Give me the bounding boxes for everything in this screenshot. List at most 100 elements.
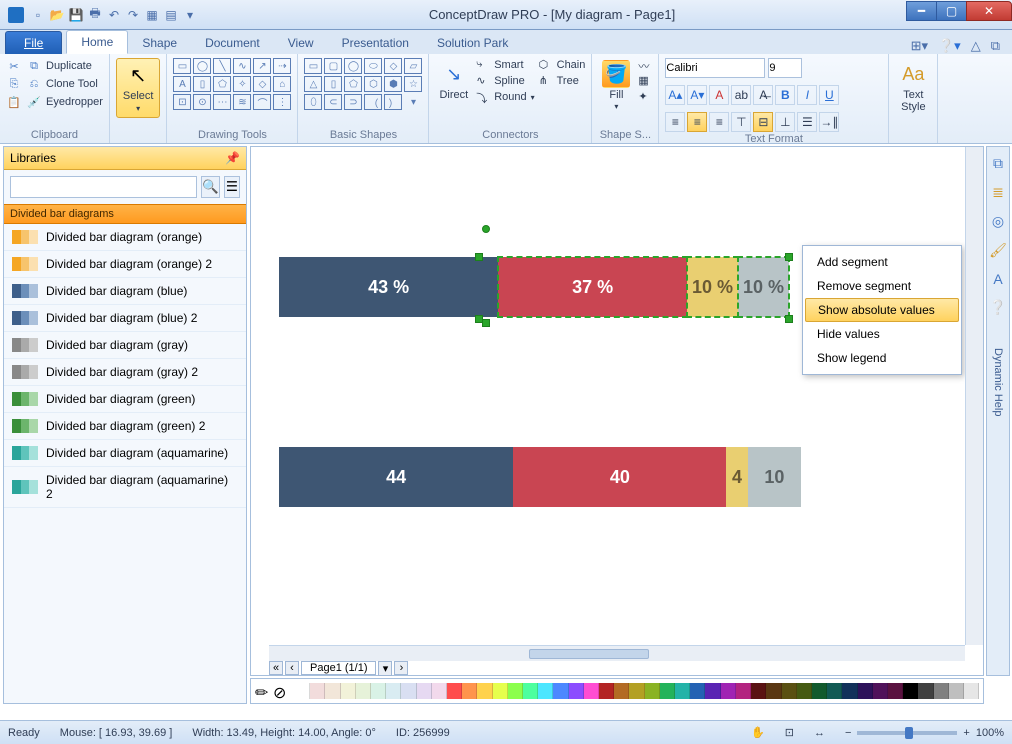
round-connector-button[interactable]: ⤵Round▾ bbox=[476, 90, 534, 104]
library-item[interactable]: Divided bar diagram (green) bbox=[4, 386, 246, 413]
context-menu-item[interactable]: Hide values bbox=[803, 322, 961, 346]
palette-swatch[interactable] bbox=[660, 683, 675, 699]
palette-swatch[interactable] bbox=[508, 683, 523, 699]
line-style-button[interactable]: 〰 bbox=[638, 58, 652, 72]
collapse-ribbon-icon[interactable]: △ bbox=[971, 38, 981, 54]
context-menu-item[interactable]: Show legend bbox=[803, 346, 961, 370]
zoom-in-button[interactable]: + bbox=[963, 727, 969, 739]
qat-save-icon[interactable]: 💾 bbox=[68, 7, 84, 23]
vertical-scrollbar[interactable] bbox=[965, 147, 983, 645]
page-dropdown-button[interactable]: ▾ bbox=[378, 661, 392, 676]
qat-chart-icon[interactable]: ▤ bbox=[163, 7, 179, 23]
palette-noborder-icon[interactable]: ⊘ bbox=[273, 683, 289, 699]
bar-segment[interactable]: 10 % bbox=[687, 257, 738, 317]
minimize-button[interactable]: ━ bbox=[906, 1, 936, 21]
palette-swatch[interactable] bbox=[873, 683, 888, 699]
palette-swatch[interactable] bbox=[918, 683, 933, 699]
divided-bar-2[interactable]: 4440410 bbox=[279, 447, 801, 507]
qat-open-icon[interactable]: 📂 bbox=[49, 7, 65, 23]
palette-swatch[interactable] bbox=[797, 683, 812, 699]
clear-format-button[interactable]: A̶ bbox=[753, 85, 773, 105]
qat-dropdown-icon[interactable]: ▾ bbox=[182, 7, 198, 23]
page-prev-button[interactable]: ‹ bbox=[285, 661, 299, 675]
library-item[interactable]: Divided bar diagram (gray) 2 bbox=[4, 359, 246, 386]
basic-shapes-grid[interactable]: ▭▢◯⬭◇▱ △▯⬠⬡⬢☆ ⬯⊂⊃（）▾ bbox=[304, 58, 422, 110]
smart-connector-button[interactable]: ⤷Smart bbox=[476, 58, 534, 72]
zoom-controls[interactable]: − + 100% bbox=[845, 727, 1004, 739]
handle-top-right[interactable] bbox=[785, 253, 793, 261]
bold-button[interactable]: B bbox=[775, 85, 795, 105]
dock-text-icon[interactable]: A bbox=[993, 271, 1002, 287]
tab-presentation[interactable]: Presentation bbox=[328, 32, 423, 54]
handle-top-left[interactable] bbox=[475, 253, 483, 261]
palette-swatch[interactable] bbox=[812, 683, 827, 699]
library-options-button[interactable]: ☰ bbox=[224, 176, 240, 198]
context-menu-item[interactable]: Add segment bbox=[803, 250, 961, 274]
italic-button[interactable]: I bbox=[797, 85, 817, 105]
qat-redo-icon[interactable]: ↷ bbox=[125, 7, 141, 23]
library-item[interactable]: Divided bar diagram (aquamarine) 2 bbox=[4, 467, 246, 508]
palette-swatch[interactable] bbox=[417, 683, 432, 699]
qat-grid-icon[interactable]: ▦ bbox=[144, 7, 160, 23]
spline-connector-button[interactable]: ∿Spline bbox=[476, 74, 534, 88]
library-search-input[interactable] bbox=[10, 176, 197, 198]
tab-home[interactable]: Home bbox=[66, 30, 128, 54]
effects-button[interactable]: ✦ bbox=[638, 90, 652, 104]
align-top-button[interactable]: ⊤ bbox=[731, 112, 751, 132]
palette-swatch[interactable] bbox=[493, 683, 508, 699]
library-item[interactable]: Divided bar diagram (blue) bbox=[4, 278, 246, 305]
handle-bottom-mid[interactable] bbox=[482, 319, 490, 327]
bar-segment[interactable]: 10 bbox=[748, 447, 801, 507]
restore-down-icon[interactable]: ⧉ bbox=[991, 38, 1000, 54]
select-dropdown-icon[interactable]: ▾ bbox=[136, 104, 140, 113]
palette-swatch[interactable] bbox=[736, 683, 751, 699]
palette-swatch[interactable] bbox=[842, 683, 857, 699]
increase-size-button[interactable]: A▴ bbox=[665, 85, 685, 105]
chain-connector-button[interactable]: ⬡Chain bbox=[539, 58, 586, 72]
palette-swatch[interactable] bbox=[477, 683, 492, 699]
color-palette[interactable]: ✏ ⊘ bbox=[250, 678, 984, 704]
library-item[interactable]: Divided bar diagram (green) 2 bbox=[4, 413, 246, 440]
bar-segment[interactable]: 40 bbox=[513, 447, 726, 507]
highlight-button[interactable]: ab bbox=[731, 85, 751, 105]
palette-swatch[interactable] bbox=[325, 683, 340, 699]
horizontal-scrollbar[interactable] bbox=[269, 645, 965, 661]
paste-button[interactable]: 📋 bbox=[6, 94, 22, 110]
palette-swatch[interactable] bbox=[447, 683, 462, 699]
dock-target-icon[interactable]: ◎ bbox=[992, 213, 1004, 230]
palette-swatch[interactable] bbox=[903, 683, 918, 699]
close-button[interactable]: ✕ bbox=[966, 1, 1012, 21]
bar-segment[interactable]: 10 % bbox=[738, 257, 789, 317]
align-center-button[interactable]: ≡ bbox=[687, 112, 707, 132]
zoom-slider-knob[interactable] bbox=[905, 727, 913, 739]
zoom-slider[interactable] bbox=[857, 731, 957, 735]
align-bottom-button[interactable]: ⊥ bbox=[775, 112, 795, 132]
clone-tool-button[interactable]: ⎌Clone Tool bbox=[26, 76, 103, 92]
library-item[interactable]: Divided bar diagram (blue) 2 bbox=[4, 305, 246, 332]
underline-button[interactable]: U bbox=[819, 85, 839, 105]
palette-swatch[interactable] bbox=[386, 683, 401, 699]
bullets-button[interactable]: ☰ bbox=[797, 112, 817, 132]
tab-shape[interactable]: Shape bbox=[128, 32, 191, 54]
palette-swatch[interactable] bbox=[371, 683, 386, 699]
palette-swatch[interactable] bbox=[432, 683, 447, 699]
palette-swatch[interactable] bbox=[569, 683, 584, 699]
duplicate-button[interactable]: ⧉Duplicate bbox=[26, 58, 103, 74]
quick-access-toolbar[interactable]: ▫ 📂 💾 🖶 ↶ ↷ ▦ ▤ ▾ bbox=[30, 7, 198, 23]
tab-view[interactable]: View bbox=[274, 32, 328, 54]
page-tab-1[interactable]: Page1 (1/1) bbox=[301, 661, 376, 675]
pan-tool-icon[interactable]: ✋ bbox=[751, 726, 765, 739]
canvas[interactable]: 43 %37 %10 %10 % 4440410 Add segmentRemo… bbox=[269, 157, 965, 645]
palette-swatch[interactable] bbox=[645, 683, 660, 699]
fit-width-icon[interactable]: ↔ bbox=[814, 727, 825, 739]
palette-swatch[interactable] bbox=[553, 683, 568, 699]
palette-swatch[interactable] bbox=[888, 683, 903, 699]
palette-swatch[interactable] bbox=[401, 683, 416, 699]
palette-swatch[interactable] bbox=[675, 683, 690, 699]
library-item[interactable]: Divided bar diagram (orange) 2 bbox=[4, 251, 246, 278]
palette-swatch[interactable] bbox=[766, 683, 781, 699]
indent-button[interactable]: →∥ bbox=[819, 112, 839, 132]
bar-segment[interactable]: 44 bbox=[279, 447, 513, 507]
palette-swatch[interactable] bbox=[356, 683, 371, 699]
direct-connector-button[interactable]: ↘Direct bbox=[435, 58, 472, 103]
